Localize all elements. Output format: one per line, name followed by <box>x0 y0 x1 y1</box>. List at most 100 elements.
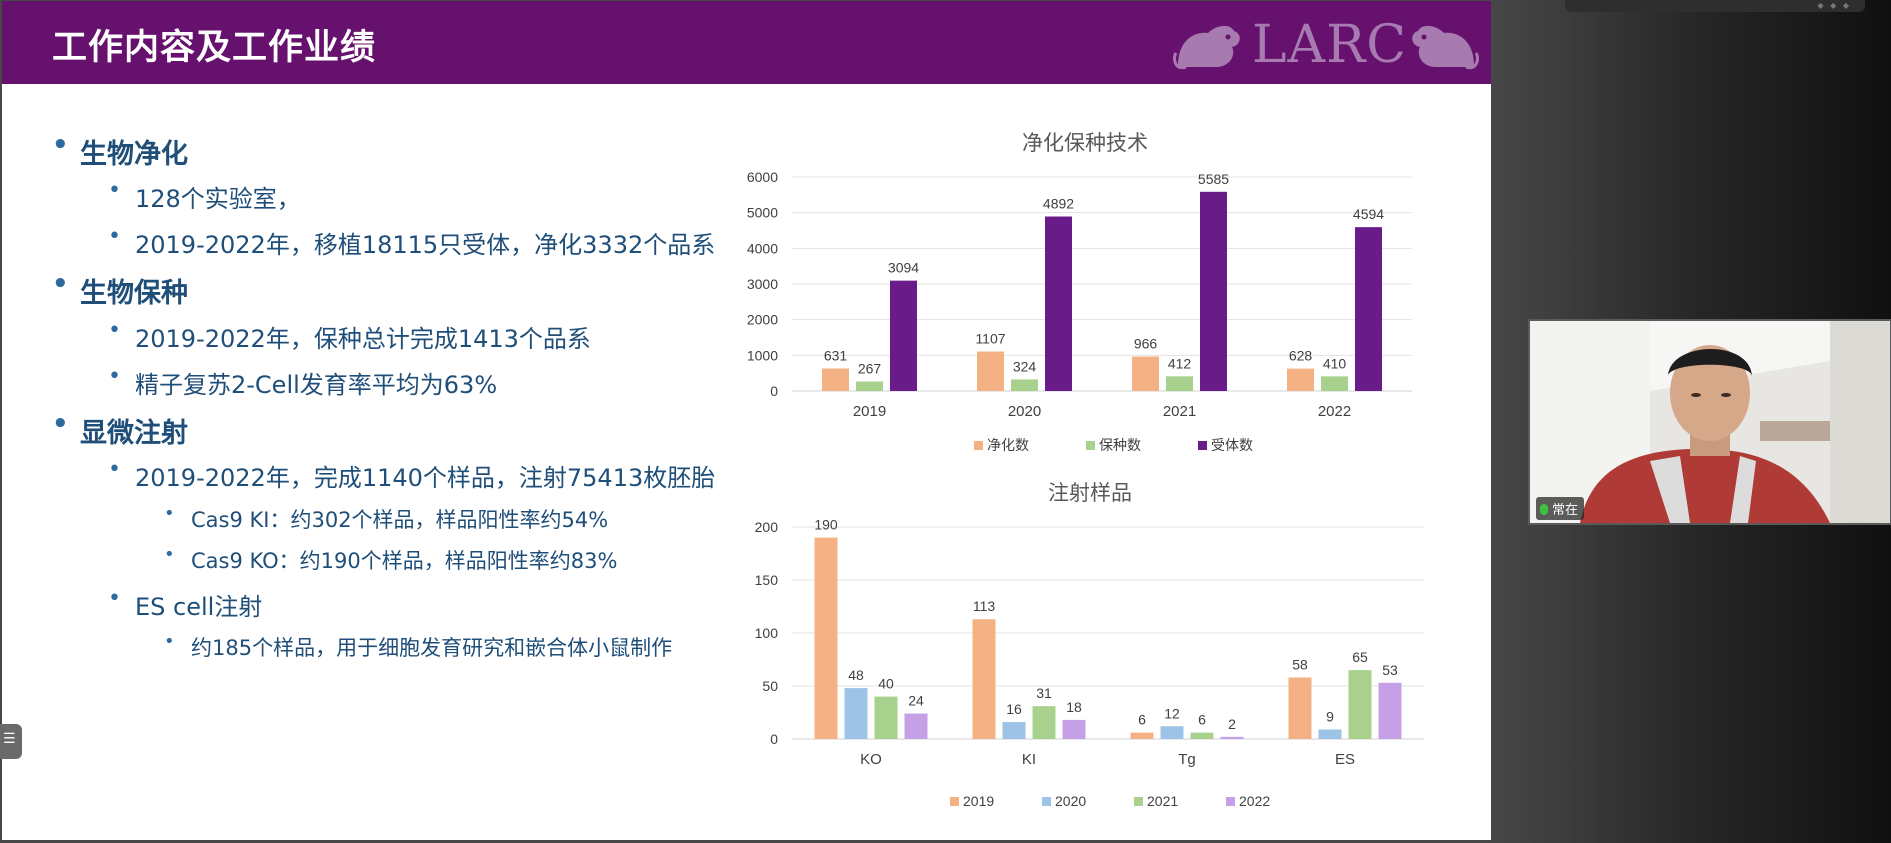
side-menu-handle[interactable]: ☰ <box>0 724 22 759</box>
bar <box>1288 677 1312 739</box>
bar <box>1378 682 1402 739</box>
category-label: 2019 <box>853 403 886 420</box>
bar <box>1287 368 1314 391</box>
legend-swatch <box>974 441 983 450</box>
larc-logo: LARC <box>1172 9 1482 77</box>
data-label: 12 <box>1164 705 1180 721</box>
mouse-logo-left-icon <box>1172 25 1240 70</box>
data-label: 113 <box>973 598 996 614</box>
mouse-logo-right-icon <box>1412 25 1480 70</box>
category-label: 2020 <box>1008 403 1041 420</box>
bullet-dot: • <box>108 586 121 611</box>
bullet-5: • 2019-2022年，保种总计完成1413个品系 <box>108 318 591 354</box>
bar <box>1062 719 1086 739</box>
bullet-text: 2019-2022年，移植18115只受体，净化3332个品系 <box>135 231 716 259</box>
bullet-dot: • <box>164 544 175 565</box>
slide-header: 工作内容及工作业绩 LARC <box>2 1 1491 84</box>
chart-purification: 0 1000 2000 3000 4000 5000 6000 631 267 3094 2019 1… <box>747 169 1412 453</box>
legend-label: 2019 <box>963 793 994 809</box>
data-label: 48 <box>848 667 864 683</box>
legend-label: 受体数 <box>1211 437 1253 453</box>
legend-swatch <box>1134 797 1143 806</box>
bullet-3: • 2019-2022年，移植18115只受体，净化3332个品系 <box>108 224 716 260</box>
bullet-6: • 精子复苏2-Cell发育率平均为63% <box>108 364 498 400</box>
data-label: 966 <box>1134 336 1158 352</box>
bar <box>1130 732 1154 739</box>
data-label: 5585 <box>1198 171 1229 187</box>
bullet-1: • 生物净化 <box>52 130 188 171</box>
bullet-text: 2019-2022年，完成1140个样品，注射75413枚胚胎 <box>135 464 716 492</box>
bullet-12: • 约185个样品，用于细胞发育研究和嵌合体小鼠制作 <box>164 631 672 662</box>
data-label: 628 <box>1289 348 1313 364</box>
bullet-11: • ES cell注射 <box>108 586 263 622</box>
bar <box>1045 216 1072 391</box>
bullet-text: 生物净化 <box>80 139 188 170</box>
menu-icon: ☰ <box>3 731 16 747</box>
bar <box>822 368 849 391</box>
data-label: 2 <box>1228 716 1236 732</box>
y-tick-label: 1000 <box>747 347 778 363</box>
bar <box>1132 356 1159 391</box>
bullet-dot: • <box>108 224 121 249</box>
chart2-title: 注射样品 <box>1048 481 1132 505</box>
bullet-text: 2019-2022年，保种总计完成1413个品系 <box>135 325 591 353</box>
data-label: 4594 <box>1353 206 1384 222</box>
bullet-text: 生物保种 <box>80 278 188 309</box>
bullet-2: • 128个实验室， <box>108 178 301 214</box>
bar <box>844 688 868 739</box>
participant-name: 常在 <box>1552 503 1579 518</box>
bullet-text: Cas9 KO：约190个样品，样品阳性率约83% <box>191 549 618 573</box>
y-tick-label: 150 <box>755 572 779 588</box>
bullet-text: Cas9 KI：约302个样品，样品阳性率约54% <box>191 508 609 532</box>
data-label: 267 <box>858 360 882 376</box>
y-tick-label: 3000 <box>747 276 778 292</box>
slide-title: 工作内容及工作业绩 <box>52 28 377 68</box>
category-label: 2022 <box>1318 403 1351 420</box>
bar <box>1032 706 1056 739</box>
bar <box>1348 670 1372 739</box>
bar <box>972 619 996 739</box>
bullet-dot: • <box>52 409 69 439</box>
bar <box>1190 732 1214 739</box>
y-tick-label: 6000 <box>747 169 778 185</box>
bar <box>890 280 917 391</box>
legend-label: 保种数 <box>1099 437 1141 453</box>
legend-swatch <box>1042 797 1051 806</box>
bar <box>1160 726 1184 739</box>
bullet-dot: • <box>164 631 175 652</box>
toolbar-dots-icon: ◆ ◆ ◆ <box>1817 1 1851 10</box>
microphone-icon <box>1540 504 1548 515</box>
y-tick-label: 50 <box>762 678 778 694</box>
legend-swatch <box>950 797 959 806</box>
data-label: 6 <box>1198 712 1206 728</box>
data-label: 6 <box>1138 712 1146 728</box>
category-label: KI <box>1022 751 1036 768</box>
bullet-text: 精子复苏2-Cell发育率平均为63% <box>135 371 498 399</box>
data-label: 412 <box>1168 355 1192 371</box>
top-toolbar-strip[interactable]: ◆ ◆ ◆ <box>1565 0 1865 12</box>
bullet-4: • 生物保种 <box>52 269 188 310</box>
bullet-dot: • <box>108 318 121 343</box>
data-label: 4892 <box>1043 196 1074 212</box>
bar <box>1200 191 1227 391</box>
data-label: 3094 <box>888 260 919 276</box>
bar <box>1166 376 1193 391</box>
bullet-7: • 显微注射 <box>52 409 188 450</box>
y-tick-label: 5000 <box>747 205 778 221</box>
chart1-title: 净化保种技术 <box>1022 131 1148 155</box>
data-label: 410 <box>1323 355 1347 371</box>
bullet-dot: • <box>108 457 121 482</box>
bar <box>1002 722 1026 739</box>
y-tick-label: 0 <box>770 731 778 747</box>
participant-name-tag: 常在 <box>1536 497 1585 520</box>
shared-slide: 工作内容及工作业绩 LARC • 生物净化 • 128个实验室， • 2019-202… <box>2 1 1491 840</box>
legend-swatch <box>1086 441 1095 450</box>
bullet-dot: • <box>52 269 69 299</box>
participant-video[interactable]: 常在 <box>1528 319 1891 525</box>
bar <box>874 696 898 739</box>
category-label: 2021 <box>1163 403 1196 420</box>
data-label: 1107 <box>975 331 1005 347</box>
data-label: 58 <box>1292 657 1308 673</box>
bullet-10: • Cas9 KO：约190个样品，样品阳性率约83% <box>164 544 618 575</box>
bullet-text: ES cell注射 <box>135 593 263 621</box>
